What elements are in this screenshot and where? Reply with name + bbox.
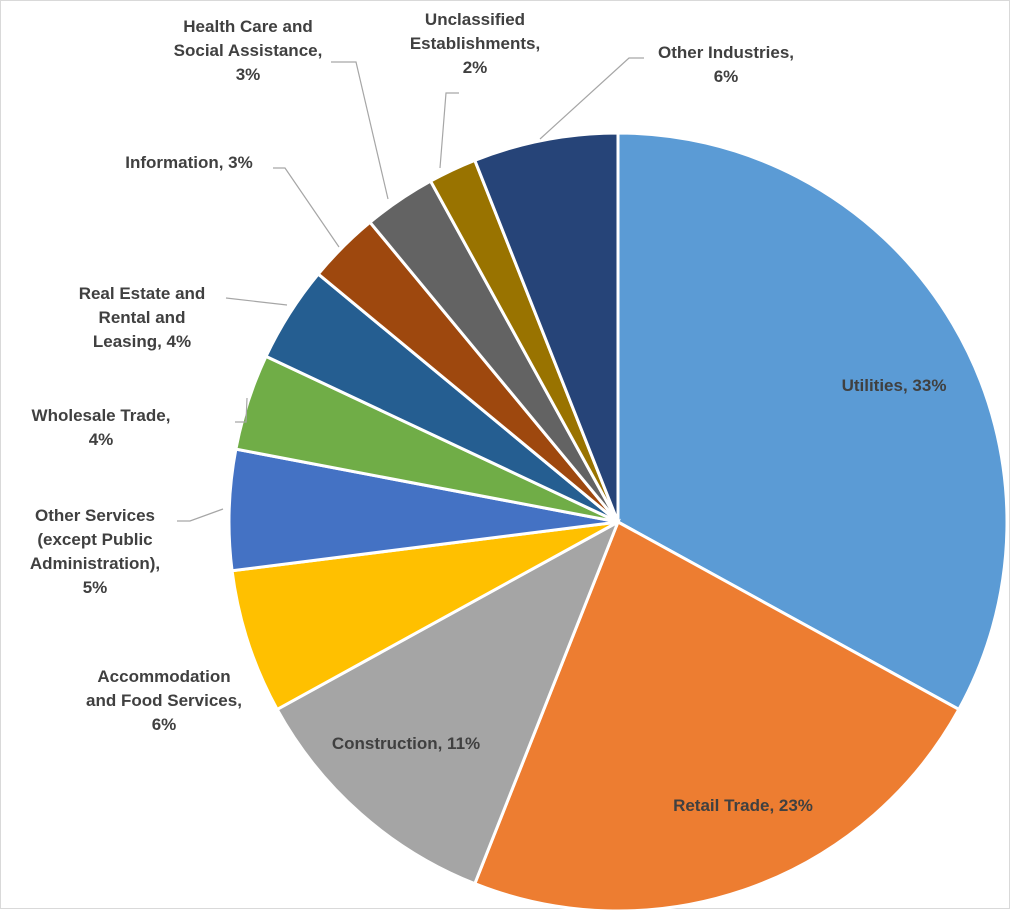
data-label-1: Retail Trade, 23% [673, 796, 813, 815]
data-label-10: Other Industries, 6% [658, 43, 794, 86]
leader-line-3 [273, 167, 340, 248]
pie-slice-1 [472, 519, 961, 910]
pie-slice-10 [472, 131, 620, 523]
data-label-3: Accommodation and Food Services, 6% [86, 667, 242, 734]
data-label-4: Other Services (except Public Administrati… [30, 506, 160, 597]
leader-line-4 [331, 61, 389, 200]
data-label-7: Information, 3% [125, 153, 253, 172]
pie-slice-2 [275, 518, 621, 886]
pie-slice-3 [230, 520, 619, 712]
data-label-8: Health Care and Social Assistance, 3% [174, 17, 323, 84]
leader-line-5 [439, 92, 459, 169]
data-label-5: Wholesale Trade, 4% [32, 406, 171, 449]
leader-line-0 [235, 397, 248, 423]
data-label-2: Construction, 11% [332, 734, 480, 753]
leader-line-6 [539, 57, 644, 140]
data-label-9: Unclassified Establishments, 2% [410, 10, 540, 77]
leader-line-2 [225, 297, 288, 306]
leader-line-1 [177, 508, 224, 522]
data-label-0: Utilities, 33% [842, 376, 947, 395]
pie-slice-0 [616, 131, 1009, 712]
data-label-6: Real Estate and Rental and Leasing, 4% [79, 284, 206, 351]
